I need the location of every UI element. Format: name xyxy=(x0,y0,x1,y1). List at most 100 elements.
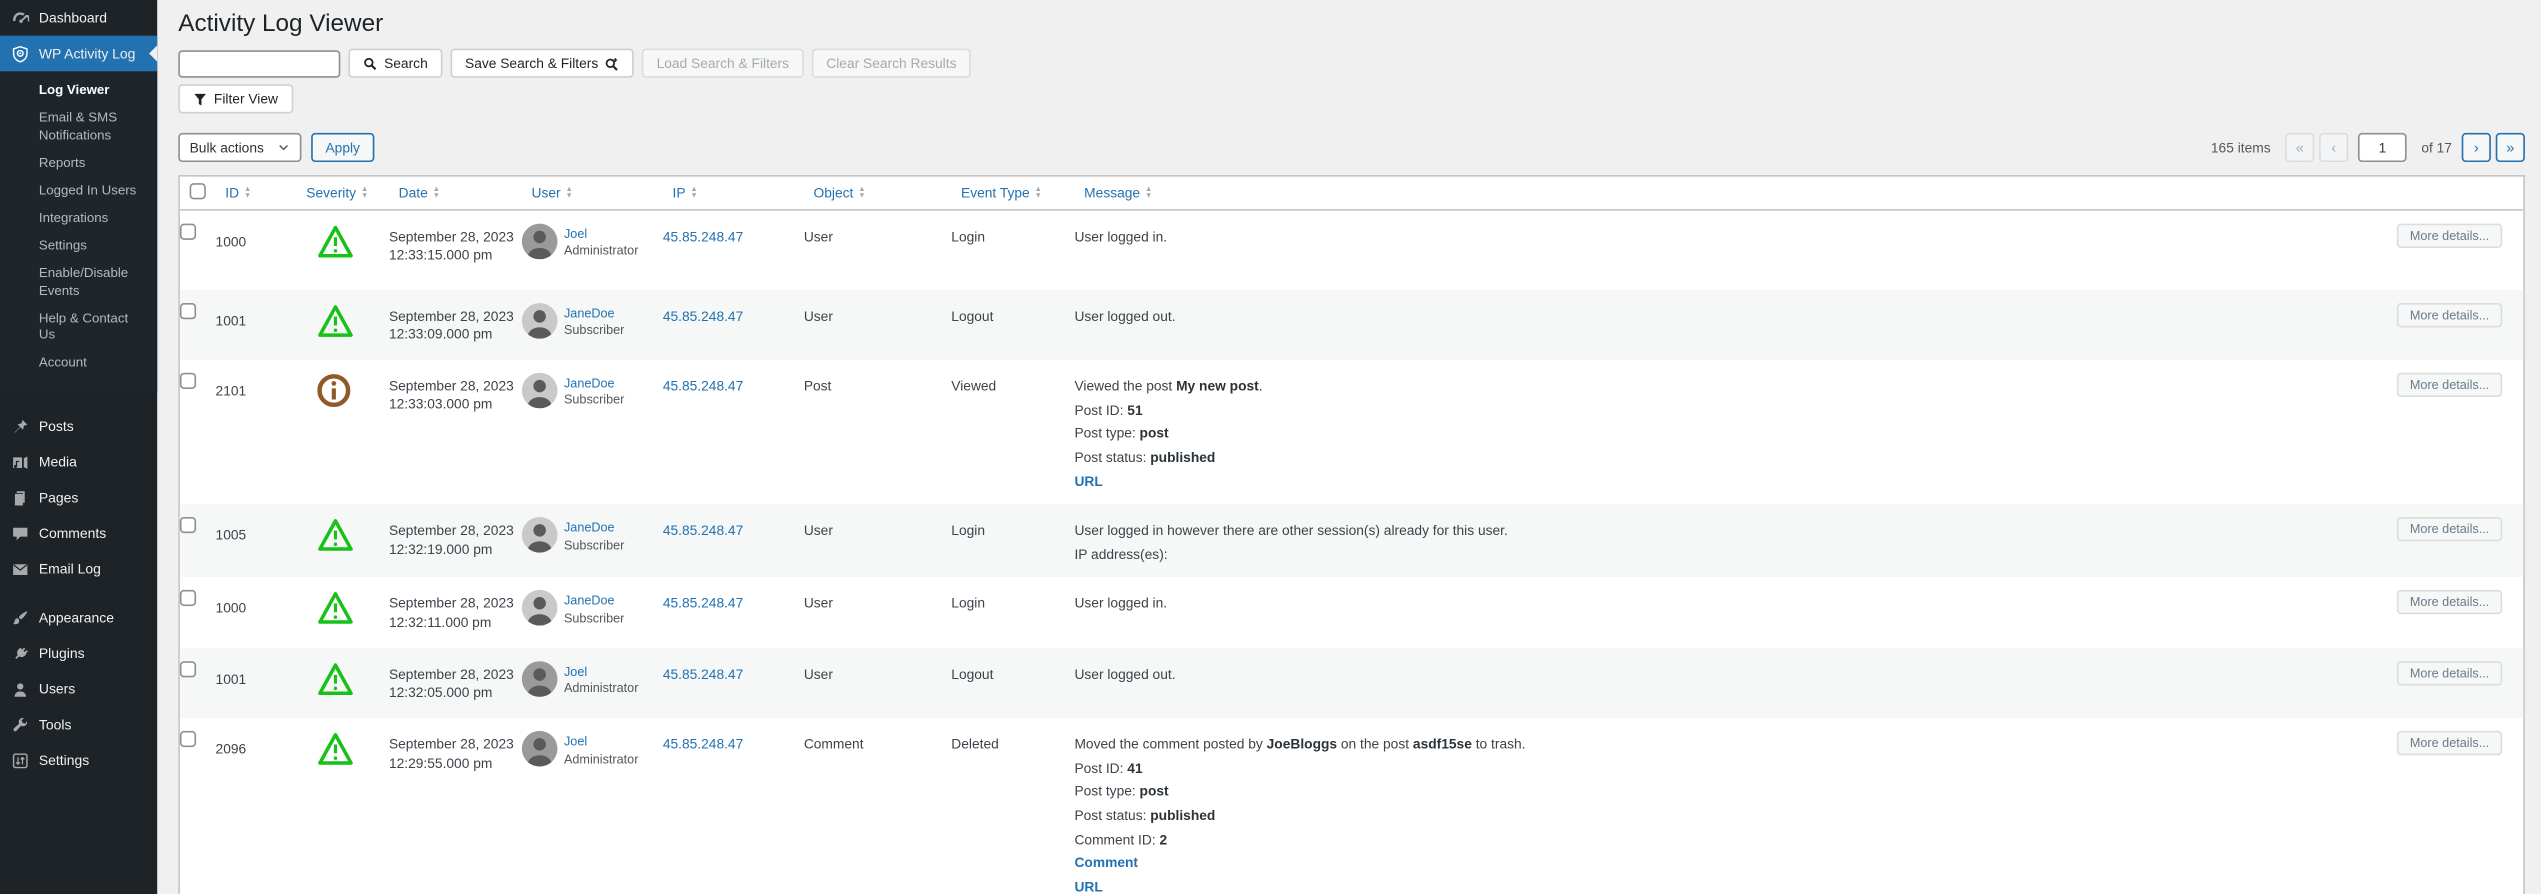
clear-search-results-button[interactable]: Clear Search Results xyxy=(811,48,972,78)
select-all-checkbox[interactable] xyxy=(189,182,206,199)
save-search-filters-button[interactable]: Save Search & Filters xyxy=(450,48,634,78)
pin-icon xyxy=(11,418,29,436)
submenu-help-contact-us[interactable]: Help & Contact Us xyxy=(38,310,129,343)
sort-icon: ▲ ▼ xyxy=(690,183,698,199)
user-link[interactable]: Joel xyxy=(563,663,588,679)
header-id[interactable]: ID ▲ ▼ xyxy=(225,183,252,201)
sidebar-item-comments[interactable]: Comments xyxy=(0,516,157,552)
ip-link[interactable]: 45.85.248.47 xyxy=(662,307,744,324)
header-severity[interactable]: Severity ▲ ▼ xyxy=(306,183,369,201)
submenu-reports[interactable]: Reports xyxy=(38,155,86,171)
current-page-input[interactable] xyxy=(2358,132,2407,162)
sidebar-item-users[interactable]: Users xyxy=(0,671,157,707)
ip-link[interactable]: 45.85.248.47 xyxy=(662,227,744,244)
search-button[interactable]: Search xyxy=(348,48,443,78)
sort-icon: ▲ ▼ xyxy=(432,183,441,199)
sidebar-item-wp-activity-log[interactable]: WP Activity Log xyxy=(0,35,158,72)
event-date: September 28, 2023 12:33:15.000 pm xyxy=(388,227,514,263)
row-checkbox[interactable] xyxy=(179,372,197,389)
more-details-button[interactable]: More details... xyxy=(2396,372,2503,397)
event-type: Viewed xyxy=(951,377,997,394)
more-details-button[interactable]: More details... xyxy=(2396,302,2503,327)
first-page-button[interactable]: « xyxy=(2285,132,2315,162)
header-event-type[interactable]: Event Type ▲ ▼ xyxy=(961,183,1042,201)
message-link[interactable]: Comment xyxy=(1074,854,1138,871)
ip-link[interactable]: 45.85.248.47 xyxy=(662,735,744,753)
filter-view-button[interactable]: Filter View xyxy=(178,84,293,114)
filter-toolbar: Filter View xyxy=(178,84,2525,114)
user-icon xyxy=(11,680,29,698)
event-type: Deleted xyxy=(951,735,999,753)
submenu-enable-disable-events[interactable]: Enable/Disable Events xyxy=(38,265,129,298)
user-link[interactable]: JaneDoe xyxy=(563,593,615,609)
more-details-button[interactable]: More details... xyxy=(2396,590,2503,615)
more-details-button[interactable]: More details... xyxy=(2396,660,2503,685)
sort-icon: ▲ ▼ xyxy=(360,183,369,199)
event-object: Comment xyxy=(803,735,864,753)
sidebar-item-label: Dashboard xyxy=(38,9,108,26)
event-id: 2096 xyxy=(215,740,247,758)
submenu-integrations[interactable]: Integrations xyxy=(38,210,109,226)
sidebar-item-pages[interactable]: Pages xyxy=(0,480,157,516)
load-search-filters-button[interactable]: Load Search & Filters xyxy=(641,48,804,78)
severity-warning-icon xyxy=(316,731,355,776)
more-details-button[interactable]: More details... xyxy=(2396,222,2503,248)
row-checkbox[interactable] xyxy=(179,731,197,748)
sidebar-item-settings[interactable]: Settings xyxy=(0,743,157,779)
user-role: Administrator xyxy=(563,243,639,258)
event-date: September 28, 2023 12:32:19.000 pm xyxy=(388,521,514,557)
next-page-button[interactable]: › xyxy=(2461,132,2491,162)
apply-button[interactable]: Apply xyxy=(310,132,375,162)
more-details-button[interactable]: More details... xyxy=(2396,731,2503,756)
more-details-button[interactable]: More details... xyxy=(2396,517,2503,542)
search-input[interactable] xyxy=(178,49,341,77)
ip-link[interactable]: 45.85.248.47 xyxy=(662,665,744,682)
user-link[interactable]: JaneDoe xyxy=(563,375,615,391)
event-id: 1001 xyxy=(215,670,247,687)
submenu-email-sms-notifications[interactable]: Email & SMS Notifications xyxy=(38,110,118,143)
row-checkbox[interactable] xyxy=(179,517,197,534)
plug-icon xyxy=(11,645,29,663)
ip-link[interactable]: 45.85.248.47 xyxy=(662,377,744,394)
message-link[interactable]: URL xyxy=(1074,472,1103,489)
pages-icon xyxy=(11,489,29,507)
row-checkbox[interactable] xyxy=(179,222,197,240)
header-user[interactable]: User ▲ ▼ xyxy=(531,183,573,201)
header-message[interactable]: Message ▲ ▼ xyxy=(1084,183,1153,201)
header-ip[interactable]: IP ▲ ▼ xyxy=(672,183,698,201)
ip-link[interactable]: 45.85.248.47 xyxy=(662,595,744,612)
user-link[interactable]: JaneDoe xyxy=(563,520,615,535)
sidebar-item-email-log[interactable]: Email Log xyxy=(0,551,157,587)
last-page-button[interactable]: » xyxy=(2495,132,2525,162)
bulk-actions-select[interactable]: Bulk actions xyxy=(178,132,302,162)
header-object[interactable]: Object ▲ ▼ xyxy=(813,183,866,201)
sidebar-item-media[interactable]: Media xyxy=(0,444,157,480)
submenu-logged-in-users[interactable]: Logged In Users xyxy=(38,183,137,198)
prev-page-button[interactable]: ‹ xyxy=(2319,132,2349,162)
row-checkbox[interactable] xyxy=(179,302,197,319)
header-date[interactable]: Date ▲ ▼ xyxy=(398,183,441,201)
comment-bubble-icon xyxy=(11,525,29,543)
sidebar-item-posts[interactable]: Posts xyxy=(0,409,157,445)
sidebar-item-label: Tools xyxy=(38,716,72,733)
sidebar-item-tools[interactable]: Tools xyxy=(0,707,157,743)
sidebar-item-plugins[interactable]: Plugins xyxy=(0,636,157,672)
sidebar-item-appearance[interactable]: Appearance xyxy=(0,600,157,636)
user-link[interactable]: JaneDoe xyxy=(563,305,615,321)
ip-link[interactable]: 45.85.248.47 xyxy=(662,521,744,539)
user-link[interactable]: Joel xyxy=(563,734,588,749)
sidebar-item-dashboard[interactable]: Dashboard xyxy=(0,0,157,36)
event-message: User logged in. xyxy=(1074,227,1168,244)
event-type: Logout xyxy=(951,307,994,324)
row-checkbox[interactable] xyxy=(179,590,197,607)
message-link[interactable]: URL xyxy=(1074,878,1103,894)
submenu-settings[interactable]: Settings xyxy=(38,238,87,253)
submenu-account[interactable]: Account xyxy=(38,355,87,371)
table-row: 2101 September 28, 2023 12:33:03.000 pm … xyxy=(179,360,2523,504)
submenu-log-viewer[interactable]: Log Viewer xyxy=(38,82,110,98)
event-id: 1000 xyxy=(215,599,247,617)
user-role: Administrator xyxy=(563,751,639,766)
row-checkbox[interactable] xyxy=(179,660,197,677)
sidebar-item-label: WP Activity Log xyxy=(38,45,136,62)
user-link[interactable]: Joel xyxy=(563,226,588,241)
